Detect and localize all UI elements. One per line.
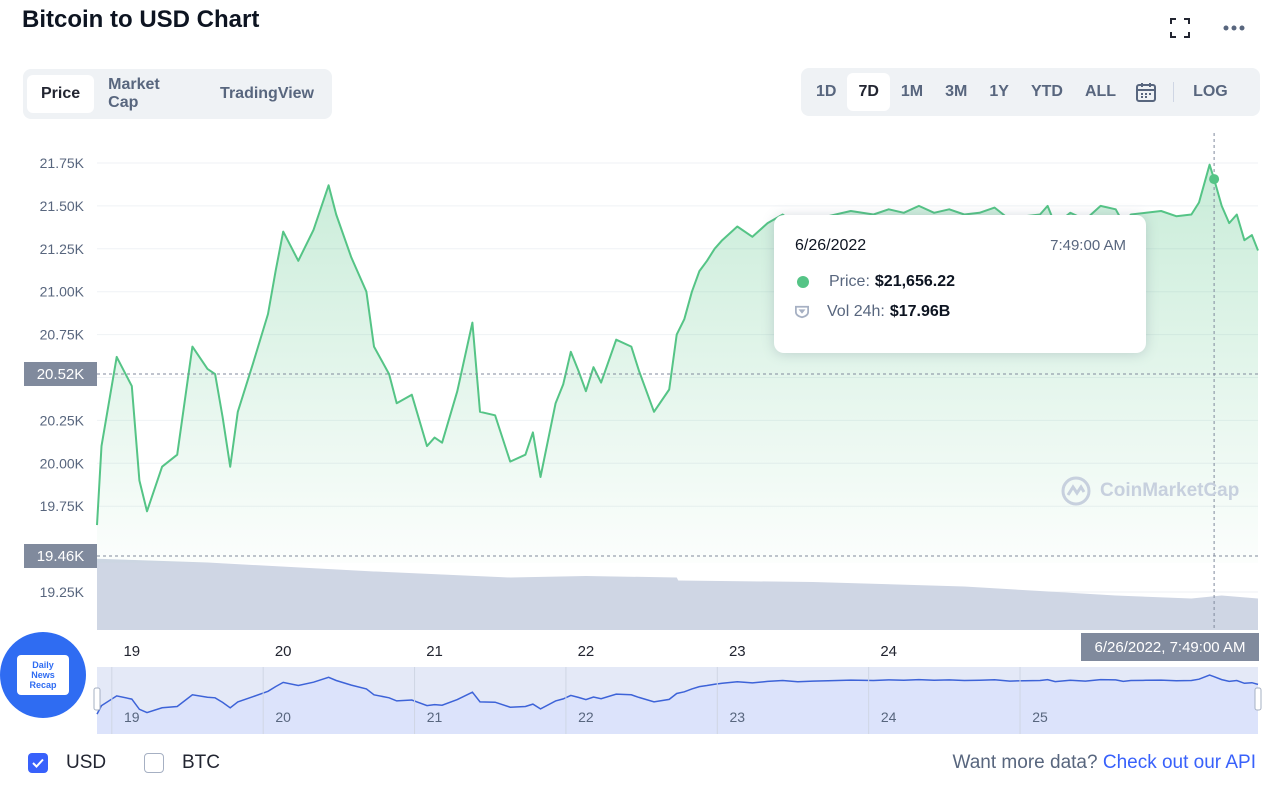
- btc-checkbox[interactable]: [144, 753, 164, 773]
- y-tick-label: 20.75K: [40, 327, 85, 343]
- usd-label: USD: [66, 752, 107, 773]
- badge-line3: Recap: [29, 680, 57, 690]
- watermark-text: CoinMarketCap: [1100, 480, 1240, 501]
- log-toggle[interactable]: LOG: [1193, 83, 1228, 100]
- page-title: Bitcoin to USD Chart: [22, 6, 260, 33]
- chart-type-tabs: Price Market Cap TradingView: [23, 69, 332, 119]
- y-tick-label: 20.25K: [40, 412, 85, 428]
- crosshair-point: [1209, 174, 1220, 185]
- navigator-handle-right: [1254, 687, 1262, 711]
- tab-market-cap[interactable]: Market Cap: [108, 76, 160, 111]
- price-tooltip: 6/26/2022 7:49:00 AM Price: $21,656.22 V…: [774, 215, 1146, 353]
- navigator-tick-label: 20: [275, 709, 291, 725]
- range-selector: 1D 7D 1M 3M 1Y YTD ALL LOG: [801, 68, 1260, 116]
- coinmarketcap-watermark: CoinMarketCap: [1060, 475, 1239, 507]
- x-tick-label: 24: [880, 643, 897, 660]
- y-tick-label: 21.50K: [40, 198, 85, 214]
- y-tick-label: 21.00K: [40, 284, 85, 300]
- badge-line2: News: [31, 670, 55, 680]
- x-tick-label: 20: [275, 643, 292, 660]
- tooltip-vol-label: Vol 24h:: [827, 303, 885, 320]
- usd-option[interactable]: USD: [28, 752, 106, 774]
- range-7d[interactable]: 7D: [847, 73, 890, 111]
- navigator-line: [96, 674, 1259, 715]
- fullscreen-icon[interactable]: [1166, 14, 1194, 42]
- daily-news-recap-badge[interactable]: Daily News Recap: [0, 632, 86, 718]
- x-tick-label: 23: [729, 643, 746, 660]
- coinmarketcap-logo-icon: [1061, 476, 1091, 506]
- x-tick-label: 21: [426, 643, 443, 660]
- btc-label: BTC: [182, 752, 220, 773]
- navigator-tick-label: 24: [881, 709, 897, 725]
- navigator-tick-label: 23: [730, 709, 746, 725]
- price-dot-icon: [797, 276, 809, 288]
- volume-area: [97, 558, 1258, 630]
- tab-price[interactable]: Price: [27, 75, 95, 113]
- badge-label: Daily News Recap: [17, 655, 69, 695]
- range-divider: [1173, 82, 1175, 102]
- low-price-label: 19.46K: [24, 544, 97, 568]
- tooltip-price-label: Price:: [829, 273, 870, 290]
- y-tick-label: 19.75K: [40, 498, 85, 514]
- api-link[interactable]: Check out our API: [1102, 752, 1256, 773]
- range-ytd[interactable]: YTD: [1030, 83, 1063, 100]
- tooltip-date: 6/26/2022: [795, 237, 867, 254]
- more-icon[interactable]: [1220, 14, 1248, 42]
- tooltip-price-value: $21,656.22: [874, 273, 955, 290]
- crosshair-price-label: 20.52K: [24, 362, 97, 386]
- price-line: [96, 163, 1259, 526]
- btc-option[interactable]: BTC: [144, 752, 220, 774]
- range-1d[interactable]: 1D: [816, 83, 837, 100]
- y-tick-label: 19.25K: [40, 584, 85, 600]
- usd-checkbox[interactable]: [28, 753, 48, 773]
- tooltip-vol-value: $17.96B: [889, 303, 951, 320]
- tooltip-time: 7:49:00 AM: [1050, 237, 1126, 254]
- range-all[interactable]: ALL: [1084, 83, 1117, 100]
- x-tick-label: 19: [123, 643, 140, 660]
- navigator-handle-left: [93, 687, 101, 711]
- navigator-tick-label: 25: [1032, 709, 1048, 725]
- range-1y[interactable]: 1Y: [989, 83, 1009, 100]
- navigator-tick-label: 19: [124, 709, 140, 725]
- x-tick-label: 22: [578, 643, 595, 660]
- range-3m[interactable]: 3M: [945, 83, 968, 100]
- navigator-tick-label: 21: [427, 709, 443, 725]
- navigator-area: [97, 675, 1258, 734]
- y-tick-label: 21.25K: [40, 241, 85, 257]
- api-prompt: Want more data? Check out our API: [953, 752, 1256, 774]
- api-text: Want more data?: [952, 752, 1098, 773]
- navigator-tick-label: 22: [578, 709, 594, 725]
- range-1m[interactable]: 1M: [900, 83, 924, 100]
- y-tick-label: 20.00K: [40, 455, 85, 471]
- crosshair-time-label: 6/26/2022, 7:49:00 AM: [1081, 633, 1259, 661]
- calendar-icon[interactable]: [1127, 73, 1165, 111]
- volume-shield-icon: [795, 305, 809, 319]
- check-icon: [32, 758, 44, 768]
- badge-line1: Daily: [32, 660, 54, 670]
- tab-tradingview[interactable]: TradingView: [220, 85, 314, 102]
- y-tick-label: 21.75K: [40, 155, 85, 171]
